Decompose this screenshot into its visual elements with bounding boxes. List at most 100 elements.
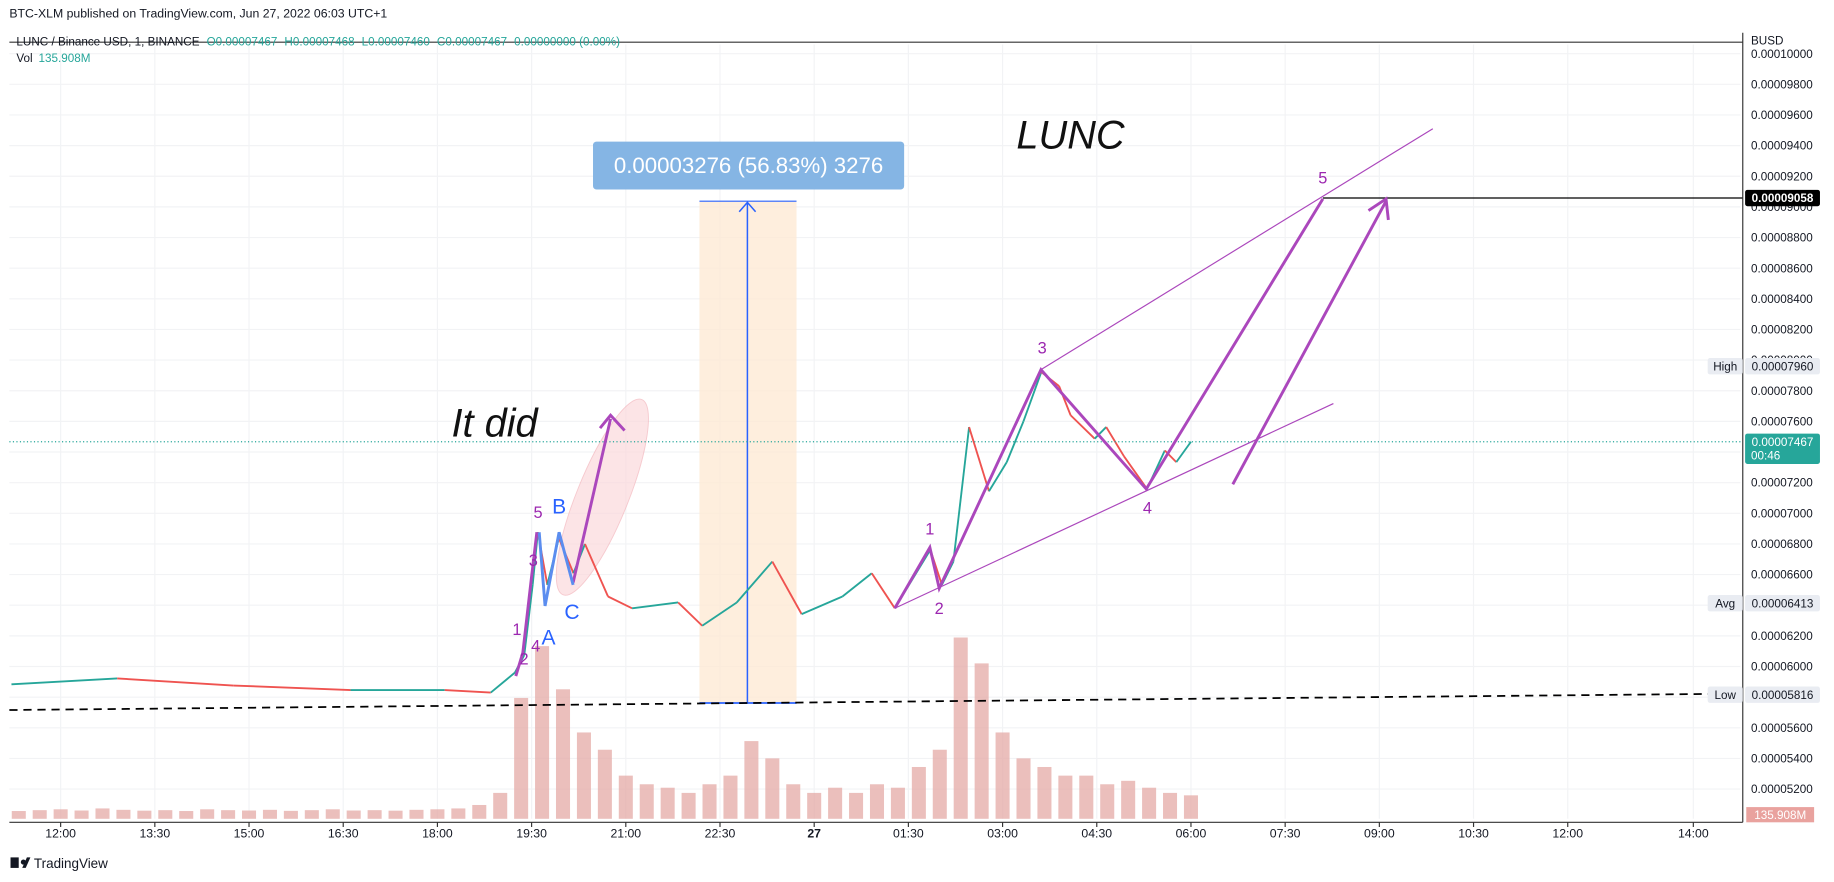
wave-path (514, 532, 539, 677)
volume-bar (660, 787, 675, 819)
y-tick-label: 0.00006800 (1751, 538, 1813, 551)
price-label: 0.00007467 (1752, 436, 1814, 449)
x-tick-label: 27 (807, 827, 821, 841)
x-tick-label: 16:30 (328, 827, 359, 841)
volume-bar (1058, 775, 1073, 819)
price-label-bg (1745, 595, 1820, 612)
price-segment (1094, 426, 1107, 440)
price-segment (677, 601, 703, 627)
volume-label-bg (1746, 807, 1815, 823)
logo-part (10, 857, 19, 868)
wave-label: 3 (529, 552, 538, 570)
ohlc-value: H0.00007468 (284, 36, 354, 49)
price-segment (584, 543, 609, 597)
ohlc-value: L0.00007460 (362, 36, 431, 49)
volume-bar (388, 810, 403, 819)
y-tick-label: 0.00006000 (1751, 661, 1813, 674)
y-tick-label: 0.00009600 (1751, 109, 1813, 122)
price-segment (1069, 414, 1096, 440)
x-tick-label: 21:00 (610, 827, 641, 841)
wave-label: 5 (1318, 170, 1327, 188)
price-segment (988, 461, 1008, 492)
price-segment (1164, 449, 1177, 463)
grid-layer (9, 44, 1741, 819)
y-tick-label: 0.00006600 (1751, 569, 1813, 582)
price-segment (736, 560, 774, 604)
wave-label: 5 (533, 504, 542, 522)
volume-bar (11, 811, 26, 819)
price-segment (1175, 441, 1192, 463)
volume-bar (409, 809, 424, 819)
volume-bar (346, 810, 361, 819)
volume-bar (493, 792, 508, 819)
y-tick-label: 0.00009800 (1751, 78, 1813, 91)
volume-bar (1183, 795, 1198, 819)
volume-bar (911, 766, 926, 819)
publisher: BTC-XLM published on TradingView.com, Ju… (9, 7, 387, 21)
volume-bar (137, 810, 152, 819)
volume-bar (869, 784, 885, 819)
price-label-bg (1745, 686, 1820, 703)
x-tick-label: 22:30 (705, 827, 736, 841)
volume-layer (11, 637, 1198, 819)
x-tick-label: 06:00 (1176, 827, 1207, 841)
volume-bar (430, 809, 445, 819)
volume-bar (786, 784, 801, 819)
x-tick-label: 03:00 (987, 827, 1018, 841)
x-tick-label: 07:30 (1270, 827, 1301, 841)
wave-label: 1 (925, 521, 934, 539)
volume-bar (597, 749, 612, 819)
wave-label: 3 (1038, 339, 1047, 357)
y-tick-label: 0.00007200 (1751, 477, 1813, 490)
price-name: Avg (1715, 597, 1735, 610)
volume-bar (367, 810, 382, 819)
y-tick-label: 0.00007600 (1751, 415, 1813, 428)
y-tick-label: 0.00005200 (1751, 783, 1813, 796)
arrow-head (1367, 196, 1390, 221)
ohlc-value: C0.00007467 (437, 36, 507, 49)
vol-label: Vol (16, 52, 32, 65)
volume-bar (304, 810, 319, 819)
price-name: High (1713, 360, 1737, 373)
volume-bar (828, 787, 843, 819)
volume-bar (451, 808, 466, 819)
price-segment (1022, 371, 1043, 422)
volume-bar (1142, 787, 1157, 819)
volume-bar (1163, 792, 1178, 819)
price-name-bg (1707, 358, 1743, 375)
annotation-title: LUNC (1016, 114, 1125, 158)
price-segment (1005, 420, 1025, 463)
volume-bar (890, 787, 905, 819)
x-tick-label: 19:30 (516, 827, 547, 841)
y-tick-label: 0.00008400 (1751, 293, 1813, 306)
y-tick-label: 0.00009200 (1751, 170, 1813, 183)
volume-bar (95, 808, 110, 819)
volume-bar (995, 732, 1010, 819)
y-tick-label: 0.00010000 (1751, 48, 1813, 61)
measure-label: 0.00003276 (56.83%) 3276 (614, 153, 883, 178)
x-tick-label: 04:30 (1081, 827, 1112, 841)
price-segment (607, 595, 633, 610)
wave-label: B (552, 496, 566, 519)
volume-bar (472, 804, 487, 819)
legend-line: LUNC / Binance USD, 1, BINANCE O0.0000746… (16, 36, 620, 49)
y-tick-label: 0.00005400 (1751, 753, 1813, 766)
price-name-bg (1707, 595, 1743, 612)
volume-bar (74, 810, 89, 819)
price-segment (952, 426, 971, 562)
volume-bar (1121, 780, 1136, 819)
y-tick-label: 0.00009400 (1751, 140, 1813, 153)
projection-arrow (1231, 200, 1388, 485)
wave-labels: 1 2 3 4 5 A B C 1 2 3 4 5 (512, 170, 1327, 669)
volume-bar (932, 749, 947, 819)
volume-bar (514, 697, 529, 819)
price-segment (117, 677, 234, 687)
y-tick-label: 0.00007000 (1751, 507, 1813, 520)
wave-label: 1 (512, 621, 521, 639)
measure-label-bg (593, 141, 905, 190)
wave-label: 2 (519, 650, 528, 668)
volume-bar (221, 810, 236, 819)
volume-bar (1016, 758, 1031, 819)
price-label-bg (1745, 189, 1820, 207)
